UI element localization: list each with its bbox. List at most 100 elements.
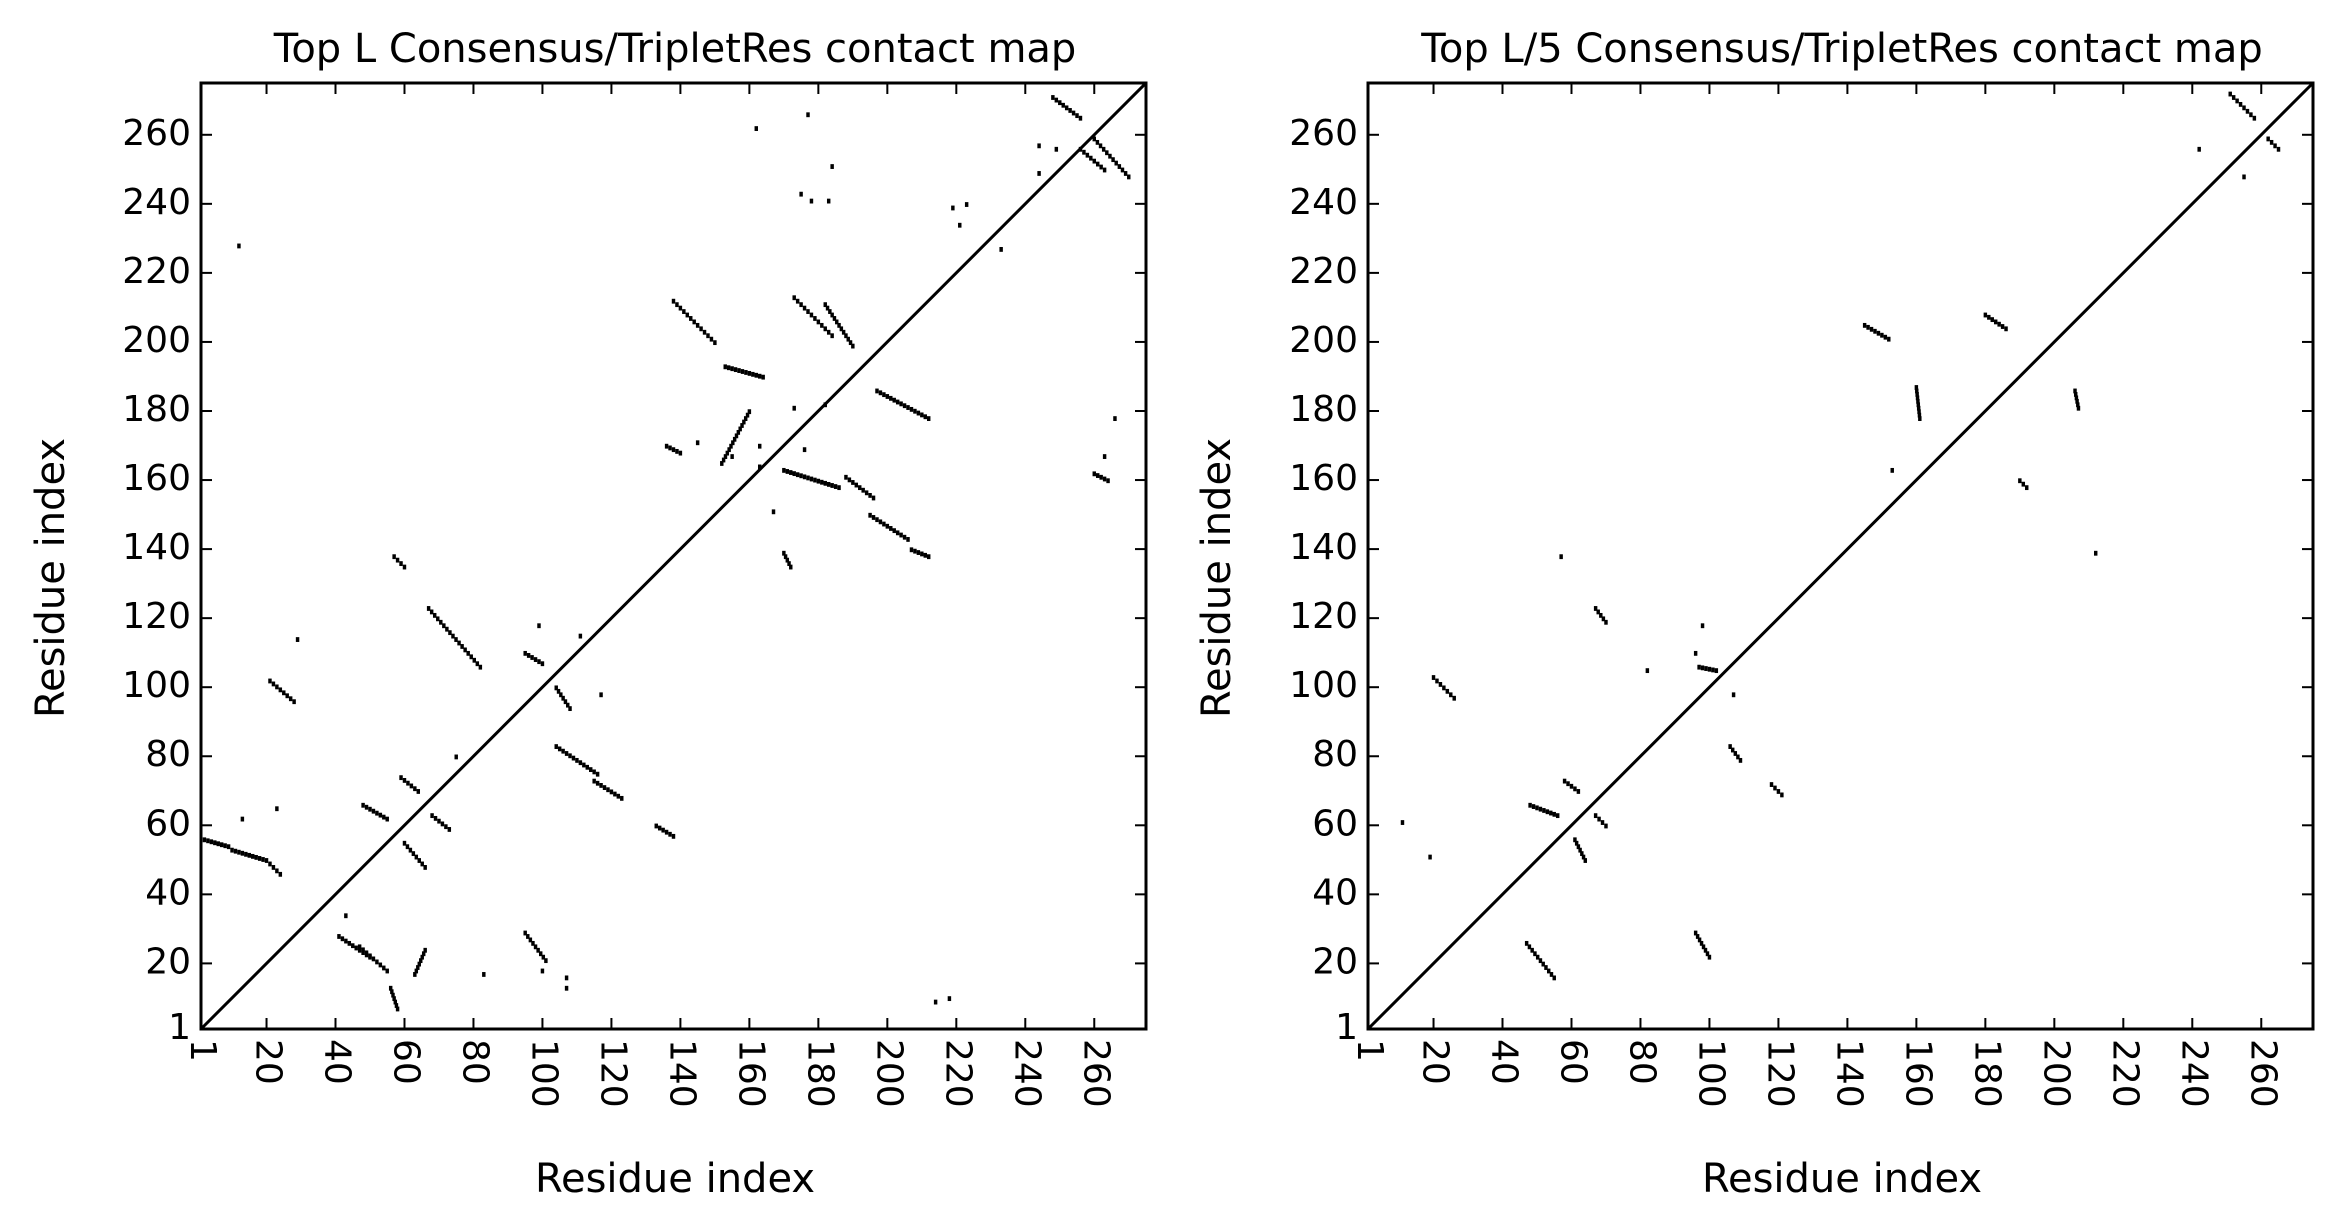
contact-point [240,816,245,822]
contact-point [268,678,272,684]
contact-point [723,364,727,370]
y-tick-label: 200 [122,320,191,361]
contact-point [851,343,855,349]
contact-point [413,972,417,977]
contact-point [1738,757,1743,763]
contact-point [830,333,834,339]
contact-point [730,366,734,372]
contact-point [1428,854,1432,860]
contact-point [216,841,220,847]
contact-point [882,521,886,527]
contact-point [371,808,376,814]
contact-point [213,840,217,846]
contact-point [1581,854,1586,860]
contact-point [682,309,686,314]
contact-point [837,322,841,328]
contact-point [414,854,419,860]
contact-point [1549,810,1553,816]
contact-point [737,368,741,373]
contact-point [1449,692,1453,698]
contact-point [1531,804,1536,809]
contact-point [408,847,413,853]
contact-point [620,795,624,801]
x-tick-label: 40 [1484,1039,1525,1085]
contact-point [1693,650,1698,656]
contact-point [678,450,683,456]
contact-point [1106,478,1110,484]
contact-point [361,950,365,955]
contact-point [602,785,607,790]
contact-point [2073,388,2077,394]
contact-point [595,780,600,786]
x-tick-label: 100 [523,1039,564,1108]
contact-map-panel-top-l: Top L Consensus/TripletRes contact map R… [28,26,1148,1202]
y-tick-label: 120 [122,596,191,637]
contact-point [430,813,434,819]
contact-point [275,684,279,690]
contact-point [820,479,824,485]
contact-point [730,454,734,459]
contact-point [1075,113,1079,119]
contact-point [589,767,593,773]
contact-point [1578,847,1582,853]
contact-point [785,557,790,563]
contact-point [1596,609,1600,615]
contact-point [671,447,676,453]
contact-point [851,480,855,485]
contact-point [392,996,396,1002]
contact-point [825,305,830,311]
contact-point [536,947,540,953]
contact-point [357,944,362,950]
contact-point [802,474,807,480]
contact-point [2252,115,2257,121]
contact-point [885,394,890,399]
contact-point [657,825,662,831]
contact-point [1728,744,1732,749]
contact-point [702,329,707,335]
contact-point [357,947,362,953]
contact-point [923,552,927,558]
contact-point [1773,785,1777,791]
contact-point [828,309,832,314]
contact-point [1916,398,1920,404]
y-tick-label: 100 [122,665,191,706]
contact-point [399,561,403,567]
contact-point [933,999,938,1005]
y-tick-label: 1 [1335,1007,1358,1048]
contact-point [1095,161,1100,167]
contact-point [226,844,231,850]
contact-point [405,844,410,850]
contact-point [385,816,389,822]
y-axis-label: Residue index [1194,438,1240,718]
contact-point [523,930,527,936]
contact-point [429,609,434,615]
contact-point [1917,412,1922,418]
contact-point [531,940,535,946]
contact-point [799,302,803,308]
contact-point [460,644,464,649]
contact-point [564,975,569,981]
contact-point [442,623,446,629]
contact-point [885,523,890,529]
x-axis-label: Residue index [1702,1156,1982,1202]
contact-point [278,687,283,693]
contact-point [826,198,831,204]
contact-point [254,854,258,860]
contact-point [1101,146,1106,152]
contact-point [899,532,903,538]
contact-point [1071,110,1076,116]
contact-point [841,329,846,335]
contact-point [578,760,583,766]
contact-point [889,526,893,531]
contact-point [906,537,910,542]
contact-point [1098,143,1103,149]
diagonal-line [199,81,1148,1031]
contact-point [864,490,869,496]
x-tick-label: 160 [730,1039,771,1108]
x-tick-label: 220 [2104,1039,2145,1108]
contact-point [671,298,676,304]
contact-point [392,554,396,560]
contact-point [420,954,424,960]
contact-point [451,633,455,639]
contact-point [1873,328,1877,334]
